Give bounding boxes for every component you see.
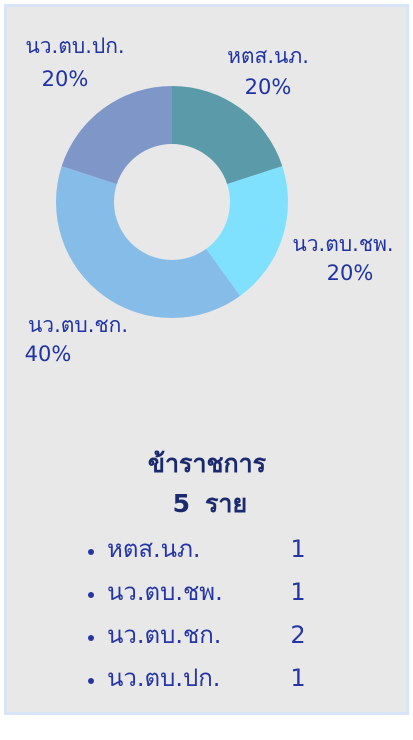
donut-slice	[61, 86, 172, 185]
slice-label: นว.ตบ.ชพ.	[292, 232, 393, 256]
item-name: หตส.นภ.	[107, 535, 201, 563]
donut-slice	[55, 166, 241, 318]
slice-value-label: 40%	[25, 342, 72, 366]
slice-label: นว.ตบ.ชก.	[28, 313, 128, 337]
item-name: นว.ตบ.ชก.	[107, 621, 221, 649]
donut-slice	[206, 166, 288, 296]
slice-value-label: 20%	[42, 67, 89, 91]
bullet	[88, 549, 94, 555]
bullet	[88, 635, 94, 641]
item-count: 2	[290, 621, 305, 649]
slice-value-label: 20%	[327, 261, 374, 285]
slice-value-label: 20%	[245, 75, 292, 99]
bullet	[88, 678, 94, 684]
item-count: 1	[290, 535, 305, 563]
summary-unit: ราย	[205, 489, 247, 518]
slice-label: นว.ตบ.ปก.	[25, 34, 124, 58]
summary-title: ข้าราชการ	[148, 449, 267, 478]
bullet	[88, 592, 94, 598]
item-count: 1	[290, 664, 305, 692]
slice-label: หตส.นภ.	[227, 44, 309, 68]
item-name: นว.ตบ.ชพ.	[107, 578, 223, 606]
donut-slice	[172, 86, 283, 185]
item-name: นว.ตบ.ปก.	[107, 664, 220, 692]
item-count: 1	[290, 578, 305, 606]
summary-count: 5	[173, 489, 190, 518]
